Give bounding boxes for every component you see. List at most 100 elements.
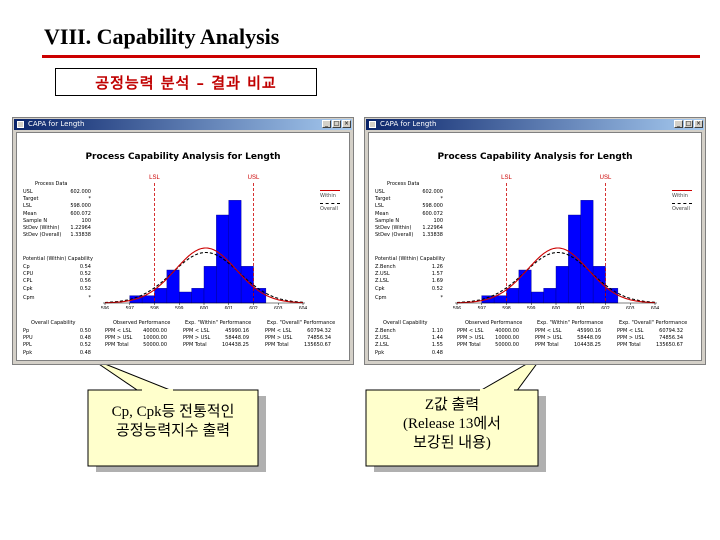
overall-label: Ppk xyxy=(23,349,33,356)
exp-within-header: Exp. "Within" Performance xyxy=(185,320,252,326)
x-tick-label: 596 xyxy=(101,306,110,309)
histogram-bar xyxy=(253,288,267,304)
capa-window-left[interactable]: CAPA for Length _ □ × Process Capability… xyxy=(12,117,354,365)
exp_within-value: 45990.16 xyxy=(577,328,601,334)
x-tick-label: 603 xyxy=(274,306,283,309)
exp_overall-label: PPM < LSL xyxy=(617,328,644,334)
histogram-bar xyxy=(141,295,155,304)
maximize-icon[interactable]: □ xyxy=(332,120,341,128)
exp_overall-row: PPM Total 135650.67 xyxy=(265,342,331,349)
exp_overall-row: PPM > USL 74856.34 xyxy=(265,335,331,342)
exp_overall-value: 74856.34 xyxy=(307,335,331,342)
process_data-row: Mean 600.072 xyxy=(375,211,443,218)
process_data-row: Sample N 100 xyxy=(375,218,443,225)
histogram-chart: LSL USL 596 597 598 599 600 601 602 603 604 xyxy=(453,175,660,309)
observed-label: PPM < LSL xyxy=(457,328,484,334)
exp_within-row: PPM Total 104438.25 xyxy=(535,342,601,349)
graph-area: Process Capability Analysis for Length P… xyxy=(16,132,350,361)
observed-value: 50000.00 xyxy=(143,342,167,349)
window-title: CAPA for Length xyxy=(28,120,85,128)
x-tick-label: 598 xyxy=(502,306,511,309)
close-icon[interactable]: × xyxy=(342,120,351,128)
potential-row: Z.Bench 1.26 xyxy=(375,264,443,271)
capa-window-right[interactable]: CAPA for Length _ □ × Process Capability… xyxy=(364,117,706,365)
overall-row: Z.Bench 1.10 xyxy=(375,328,443,335)
x-tick-label: 599 xyxy=(175,306,184,309)
process_data-value: 1.22964 xyxy=(70,225,91,232)
observed-row: PPM Total 50000.00 xyxy=(457,342,519,349)
overall-header: Overall Capability xyxy=(31,320,76,326)
overall-value: 0.52 xyxy=(79,342,91,349)
histogram-bar xyxy=(506,288,520,304)
maximize-icon[interactable]: □ xyxy=(684,120,693,128)
lsl-label: LSL xyxy=(149,175,160,181)
exp_within-value: 104438.25 xyxy=(221,342,249,349)
overall-row: Z.LSL 1.55 xyxy=(375,342,443,349)
subtitle-box: 공정능력 분석 – 결과 비교 xyxy=(55,68,317,96)
potential-row: Cpk 0.52 xyxy=(23,286,91,293)
exp_within-value: 58448.09 xyxy=(577,335,601,342)
exp_within-label: PPM < LSL xyxy=(183,328,210,334)
process_data-value: 600.072 xyxy=(70,210,91,217)
legend-overall-swatch xyxy=(320,203,340,204)
callout-left-line-2: 공정능력지수 출력 xyxy=(115,423,231,439)
process_data-row: Target * xyxy=(23,196,91,203)
process_data-row: Sample N 100 xyxy=(23,218,91,225)
legend-within-swatch xyxy=(320,190,340,191)
process_data-value: 598.000 xyxy=(422,203,443,210)
window-controls: _ □ × xyxy=(322,120,351,128)
process_data-label: Mean xyxy=(23,210,37,217)
exp_within-value: 104438.25 xyxy=(573,342,601,349)
process_data-label: Target xyxy=(23,196,39,203)
observed-value: 40000.00 xyxy=(143,328,167,334)
overall-value: 1.55 xyxy=(431,342,443,349)
process-data-table: USL 602.000 Target * LSL 598.000 Mean 60… xyxy=(375,189,443,239)
observed-label: PPM > USL xyxy=(457,335,485,342)
subtitle-text: 공정능력 분석 – 결과 비교 xyxy=(95,73,277,92)
window-titlebar[interactable]: CAPA for Length _ □ × xyxy=(366,119,704,130)
exp_within-row: PPM > USL 58448.09 xyxy=(183,335,249,342)
exp-overall-header: Exp. "Overall" Performance xyxy=(619,320,688,326)
histogram-bar xyxy=(493,295,507,304)
process_data-row: StDev (Within) 1.22964 xyxy=(375,225,443,232)
process_data-row: StDev (Overall) 1.33838 xyxy=(23,232,91,239)
process_data-label: Sample N xyxy=(375,217,400,224)
overall-label: Ppk xyxy=(375,349,385,356)
potential-label: Z.Bench xyxy=(375,264,396,270)
potential-row: CPU 0.52 xyxy=(23,271,91,278)
x-tick-label: 604 xyxy=(299,306,308,309)
observed-row: PPM > USL 10000.00 xyxy=(105,335,167,342)
potential-value: 0.52 xyxy=(79,271,91,278)
minimize-icon[interactable]: _ xyxy=(322,120,331,128)
histogram-bar xyxy=(555,266,569,304)
process-data-header: Process Data xyxy=(35,181,68,187)
window-title: CAPA for Length xyxy=(380,120,437,128)
exp_within-label: PPM Total xyxy=(535,342,559,349)
overall-value: 1.10 xyxy=(431,328,443,334)
overall-label: Z.LSL xyxy=(375,342,389,349)
close-icon[interactable]: × xyxy=(694,120,703,128)
x-tick-label: 597 xyxy=(478,306,487,309)
x-tick-label: 602 xyxy=(249,306,258,309)
process-data-table: USL 602.000 Target * LSL 598.000 Mean 60… xyxy=(23,189,91,239)
exp_within-row: PPM < LSL 45990.16 xyxy=(183,328,249,335)
overall-label: PPL xyxy=(23,342,32,349)
app-icon xyxy=(17,121,24,128)
overall-label: PPU xyxy=(23,335,33,342)
x-tick-label: 602 xyxy=(601,306,610,309)
histogram-bar xyxy=(531,291,544,304)
potential-row: Cpk 0.52 xyxy=(375,286,443,293)
potential-value: 0.56 xyxy=(79,278,91,285)
potential-value: 1.69 xyxy=(431,278,443,285)
minimize-icon[interactable]: _ xyxy=(674,120,683,128)
cpm-value: * xyxy=(88,295,92,301)
exp_overall-label: PPM > USL xyxy=(617,335,645,342)
usl-label: USL xyxy=(600,175,612,181)
x-tick-label: 598 xyxy=(150,306,159,309)
observed-row: PPM > USL 10000.00 xyxy=(457,335,519,342)
window-titlebar[interactable]: CAPA for Length _ □ × xyxy=(14,119,352,130)
callout-left-box xyxy=(87,389,259,467)
overall-value: 0.48 xyxy=(79,349,91,356)
graph-area: Process Capability Analysis for Length P… xyxy=(368,132,702,361)
